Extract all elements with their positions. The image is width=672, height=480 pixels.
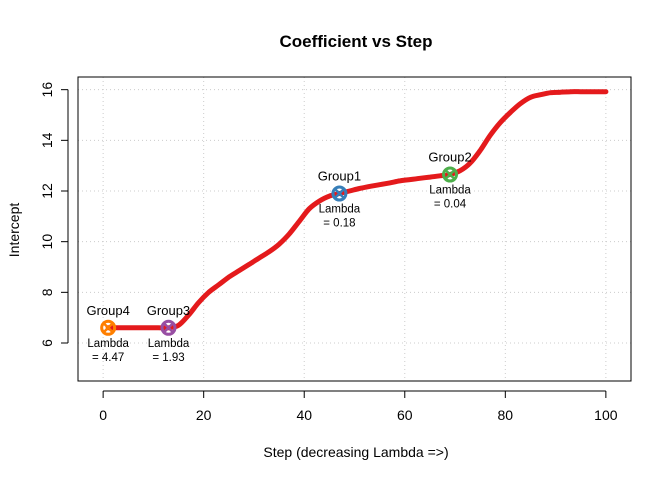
series-line [105,89,609,331]
y-axis-label: Intercept [6,203,22,258]
lambda-label: Lambda [87,338,129,350]
x-tick-label: 40 [296,407,312,423]
marker-cross [444,168,456,181]
marker-circle [331,185,348,202]
marker-group4: Group4 Lambda = 4.47 [86,303,129,364]
marker-circle [442,166,459,183]
x-tick-label: 80 [498,407,514,423]
group-label: Group4 [86,303,129,318]
marker-group3: Group3 Lambda = 1.93 [147,303,190,364]
marker-circle [100,319,117,336]
y-tick-label: 8 [39,288,55,296]
y-tick-label: 14 [39,132,55,148]
lambda-label: Lambda [148,338,190,350]
x-tick-label: 60 [397,407,413,423]
y-tick-label: 16 [39,82,55,98]
lambda-value: = 0.18 [323,218,355,230]
marker-cross [333,187,346,200]
y-tick-label: 6 [39,339,55,347]
x-axis-label: Step (decreasing Lambda =>) [263,444,448,460]
marker-cross [102,321,115,334]
lambda-value: = 1.93 [152,352,184,364]
x-tick-label: 0 [99,407,107,423]
lambda-value: = 4.47 [92,352,124,364]
marker-group1: Group1 Lambda = 0.18 [318,169,361,230]
lambda-label: Lambda [429,185,471,197]
lambda-label: Lambda [319,204,361,216]
chart-title: Coefficient vs Step [279,32,432,51]
y-tick-label: 12 [39,183,55,199]
group-label: Group1 [318,169,361,184]
x-tick-label: 20 [196,407,212,423]
axes-layer: 0 20 40 60 80 100 6 8 10 12 14 16 [39,82,618,423]
y-tick-label: 10 [39,234,55,250]
series-layer [105,89,609,331]
group-label: Group3 [147,303,190,318]
marker-group2: Group2 Lambda = 0.04 [428,150,471,211]
lambda-value: = 0.04 [434,199,467,211]
x-tick-label: 100 [594,407,618,423]
group-label: Group2 [428,150,471,165]
plot-frame [77,76,632,382]
marker-circle [160,319,177,336]
marker-cross [162,321,175,334]
